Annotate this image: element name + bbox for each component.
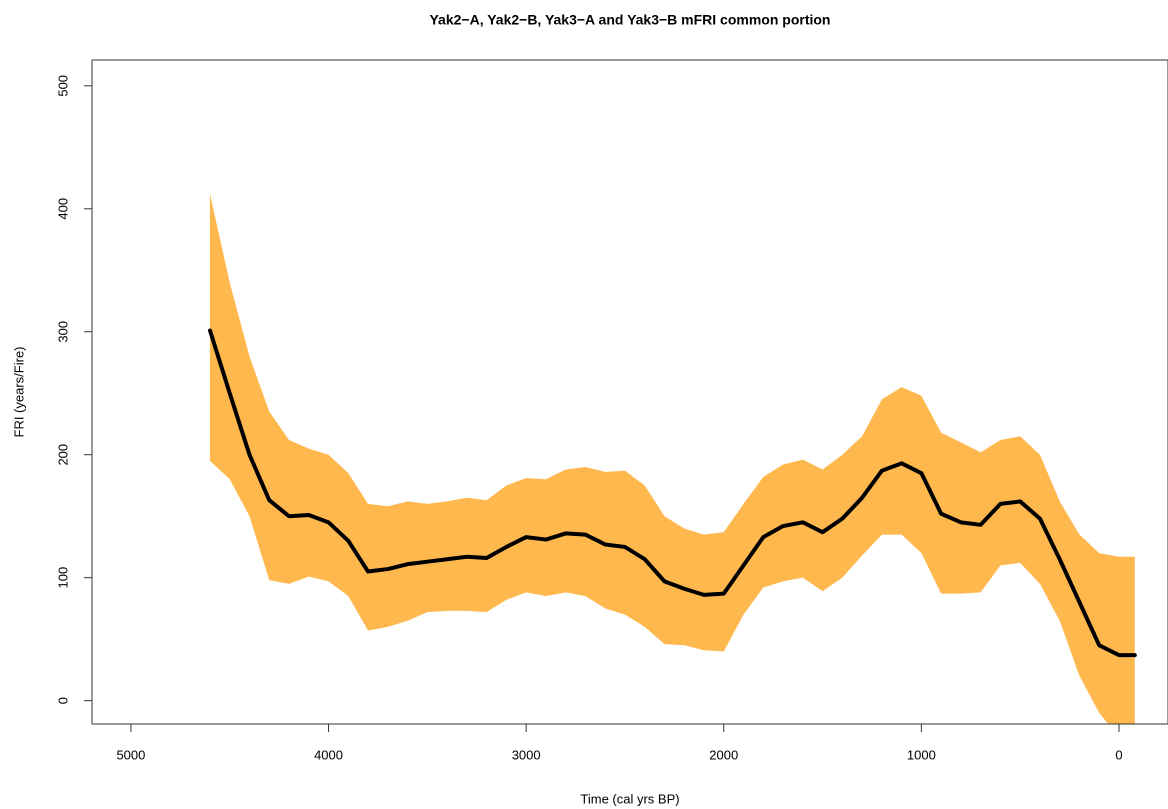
y-tick-label: 300 bbox=[55, 321, 70, 343]
y-tick-label: 500 bbox=[55, 75, 70, 97]
y-axis-label: FRI (years/Fire) bbox=[11, 347, 26, 438]
x-tick-label: 1000 bbox=[907, 747, 936, 762]
y-tick-label: 200 bbox=[55, 444, 70, 466]
x-tick-label: 5000 bbox=[116, 747, 145, 762]
chart-title: Yak2−A, Yak2−B, Yak3−A and Yak3−B mFRI c… bbox=[429, 12, 830, 28]
y-tick-label: 100 bbox=[55, 567, 70, 589]
x-tick-label: 0 bbox=[1115, 747, 1122, 762]
x-tick-label: 3000 bbox=[512, 747, 541, 762]
plot-frame bbox=[91, 59, 1168, 725]
plot-area bbox=[207, 194, 1137, 724]
confidence-band bbox=[209, 194, 1135, 724]
x-tick-label: 4000 bbox=[314, 747, 343, 762]
x-axis-label: Time (cal yrs BP) bbox=[580, 791, 679, 806]
y-tick-label: 0 bbox=[55, 697, 70, 704]
y-tick-label: 400 bbox=[55, 198, 70, 220]
x-tick-label: 2000 bbox=[709, 747, 738, 762]
mean-line bbox=[207, 328, 1137, 658]
